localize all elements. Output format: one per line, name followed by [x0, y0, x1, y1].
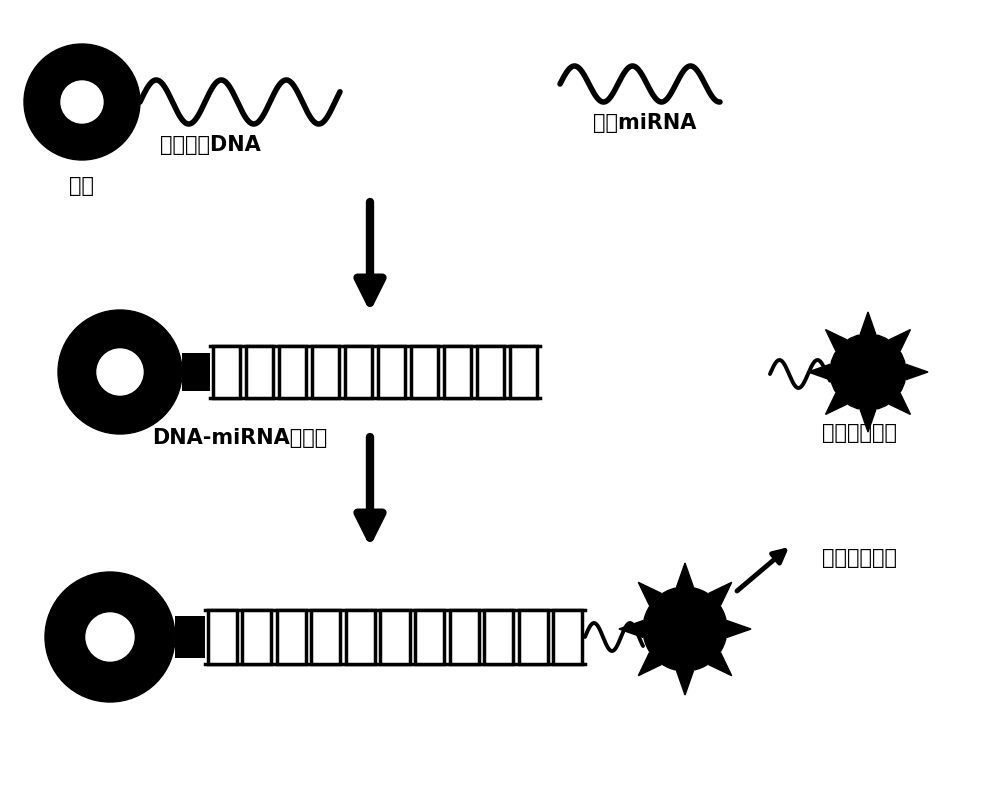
Bar — [311, 610, 340, 664]
Polygon shape — [708, 653, 731, 676]
Polygon shape — [905, 365, 927, 380]
Bar — [483, 610, 513, 664]
Polygon shape — [860, 411, 875, 432]
Circle shape — [24, 45, 139, 160]
Bar — [277, 610, 306, 664]
Polygon shape — [708, 582, 731, 606]
Polygon shape — [726, 621, 750, 638]
Circle shape — [829, 334, 905, 411]
Text: DNA-miRNA杂合体: DNA-miRNA杂合体 — [152, 427, 327, 448]
Bar — [380, 610, 409, 664]
Text: 待测miRNA: 待测miRNA — [593, 113, 696, 133]
Bar — [410, 346, 438, 399]
Bar — [553, 610, 582, 664]
Polygon shape — [860, 313, 875, 334]
Polygon shape — [676, 671, 693, 695]
Text: 互补单链DNA: 互补单链DNA — [159, 135, 260, 155]
Circle shape — [61, 82, 103, 124]
Polygon shape — [824, 394, 846, 415]
Polygon shape — [889, 394, 910, 415]
Text: 生物发光探针: 生物发光探针 — [821, 423, 897, 443]
Polygon shape — [619, 621, 642, 638]
Bar — [346, 610, 374, 664]
Bar — [377, 346, 405, 399]
Text: 生物发光信号: 生物发光信号 — [821, 547, 897, 567]
Bar — [182, 354, 210, 391]
Text: 砖珠: 砖珠 — [69, 176, 94, 196]
Bar — [311, 346, 339, 399]
Bar — [344, 346, 372, 399]
Bar — [443, 346, 470, 399]
Polygon shape — [807, 365, 829, 380]
Circle shape — [642, 587, 726, 671]
Bar — [175, 616, 205, 658]
Circle shape — [97, 350, 142, 395]
Bar — [519, 610, 548, 664]
Circle shape — [58, 310, 182, 435]
Circle shape — [45, 573, 175, 702]
Polygon shape — [824, 330, 846, 351]
Bar — [242, 610, 271, 664]
Polygon shape — [638, 582, 661, 606]
Bar — [449, 610, 478, 664]
Circle shape — [86, 614, 133, 661]
Bar — [208, 610, 237, 664]
Polygon shape — [638, 653, 661, 676]
Polygon shape — [889, 330, 910, 351]
Bar — [510, 346, 537, 399]
Bar — [213, 346, 240, 399]
Bar — [246, 346, 273, 399]
Polygon shape — [676, 563, 693, 587]
Bar — [279, 346, 306, 399]
Bar — [476, 346, 504, 399]
Bar — [414, 610, 443, 664]
